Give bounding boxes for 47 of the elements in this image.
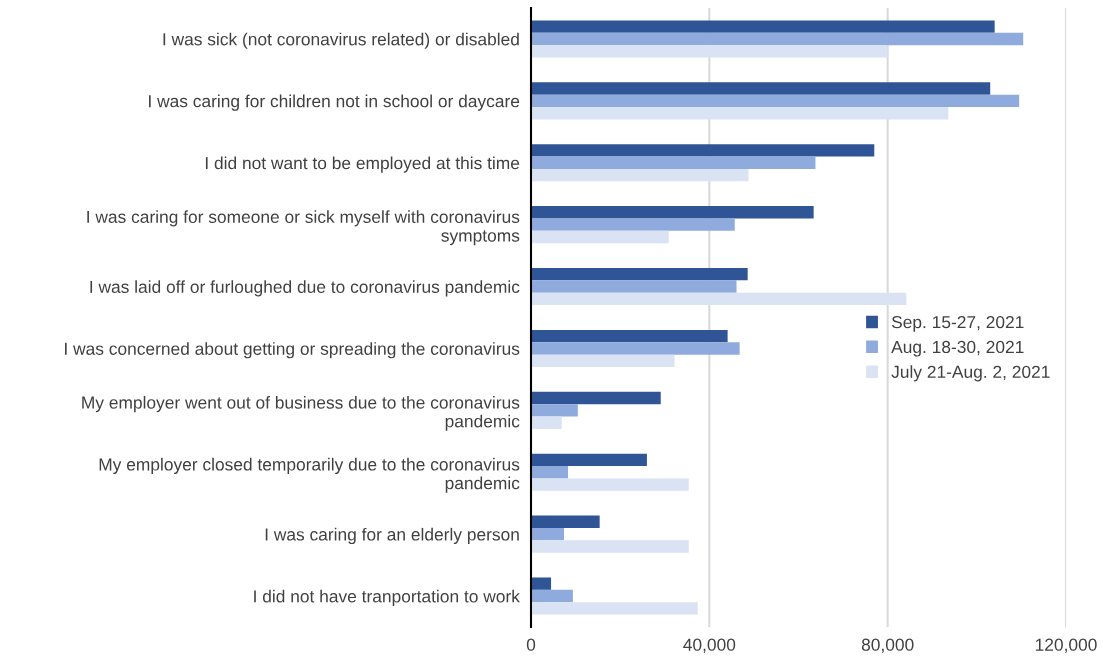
bar [531, 527, 564, 541]
bar [531, 32, 1024, 46]
bar [531, 144, 875, 157]
bar [531, 404, 578, 417]
bar [531, 267, 748, 281]
bar [531, 602, 698, 615]
y-tick-label: I was caring for an elderly person [265, 527, 519, 545]
bar [531, 45, 888, 58]
x-tick-label: 120,000 [1035, 638, 1097, 653]
y-tick-label: I did not want to be employed at this time [205, 156, 520, 173]
x-tick-label: 80,000 [861, 638, 914, 653]
y-tick-label: My employer closed temporarily due to the coronavirus pandemic [99, 457, 520, 493]
bar [531, 107, 949, 120]
bar [531, 20, 995, 33]
bar [531, 540, 689, 553]
y-tick-label: I did not have tranportation to work [254, 589, 520, 606]
bar [531, 168, 749, 182]
y-tick-label: I was caring for someone or sick myself with coronavirus symptoms [87, 210, 520, 246]
legend-label: Aug. 18-30, 2021 [891, 340, 1024, 357]
bar [531, 292, 907, 306]
bar [531, 453, 647, 467]
bar [531, 354, 675, 368]
y-tick-label: My employer went out of business due to the coronavirus pandemic [82, 395, 520, 431]
x-tick-label: 40,000 [683, 638, 736, 653]
legend-label: Sep. 15-27, 2021 [891, 315, 1024, 332]
bar [531, 589, 573, 603]
x-tick-label: 0 [526, 638, 536, 651]
bar [531, 391, 661, 405]
y-tick-label: I was concerned about getting or spreading the coronavirus [65, 342, 520, 359]
bar [531, 82, 991, 95]
bar [531, 515, 600, 528]
bar [531, 329, 728, 343]
bar [531, 342, 740, 355]
bar [531, 156, 816, 169]
bar [531, 230, 669, 244]
bar [531, 94, 1020, 108]
bar [531, 280, 737, 293]
bar [531, 218, 735, 231]
bar [531, 466, 568, 479]
bar [531, 478, 689, 491]
bar [531, 577, 552, 590]
bar [531, 206, 814, 219]
y-tick-label: I was laid off or furloughed due to coronavirus pandemic [90, 280, 520, 297]
legend-label: July 21-Aug. 2, 2021 [891, 365, 1050, 382]
y-tick-label: I was caring for children not in school or daycare [149, 94, 520, 111]
bar [531, 416, 562, 429]
y-tick-label: I was sick (not coronavirus related) or disabled [163, 32, 519, 49]
